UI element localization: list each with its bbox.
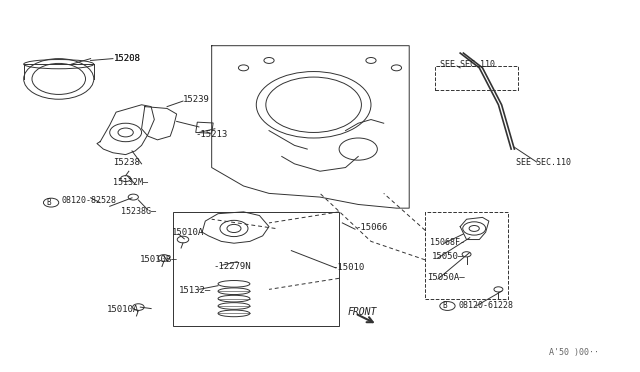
Text: 15208: 15208 <box>114 54 141 63</box>
Text: A'50 )00··: A'50 )00·· <box>549 349 600 357</box>
Text: -12279N: -12279N <box>214 262 252 271</box>
Text: 15208: 15208 <box>114 54 141 63</box>
Text: 15238G—: 15238G— <box>121 206 156 216</box>
Text: 15010A: 15010A <box>106 305 139 314</box>
Text: -15213: -15213 <box>196 130 228 139</box>
Text: 15050—: 15050— <box>431 252 464 262</box>
Text: I5238: I5238 <box>113 157 140 167</box>
Text: B: B <box>443 301 447 311</box>
Text: I5050A—: I5050A— <box>427 273 465 282</box>
Text: 08120-82528: 08120-82528 <box>62 196 117 205</box>
Text: -15010: -15010 <box>333 263 365 272</box>
Text: SEE SEC.110: SEE SEC.110 <box>440 60 495 70</box>
Text: 15132M—: 15132M— <box>113 178 148 187</box>
Text: 15010A: 15010A <box>172 228 204 237</box>
Text: 15068F-: 15068F- <box>430 238 465 247</box>
Text: 15010B—: 15010B— <box>140 255 178 264</box>
Bar <box>196 122 213 133</box>
Text: -15066: -15066 <box>355 223 387 232</box>
Text: 15132—: 15132— <box>179 286 211 295</box>
Text: SEE SEC.110: SEE SEC.110 <box>516 157 572 167</box>
Text: B: B <box>46 198 51 207</box>
Text: 15239: 15239 <box>183 95 210 104</box>
Text: 08120-61228: 08120-61228 <box>459 301 514 311</box>
Text: FRONT: FRONT <box>348 307 377 317</box>
